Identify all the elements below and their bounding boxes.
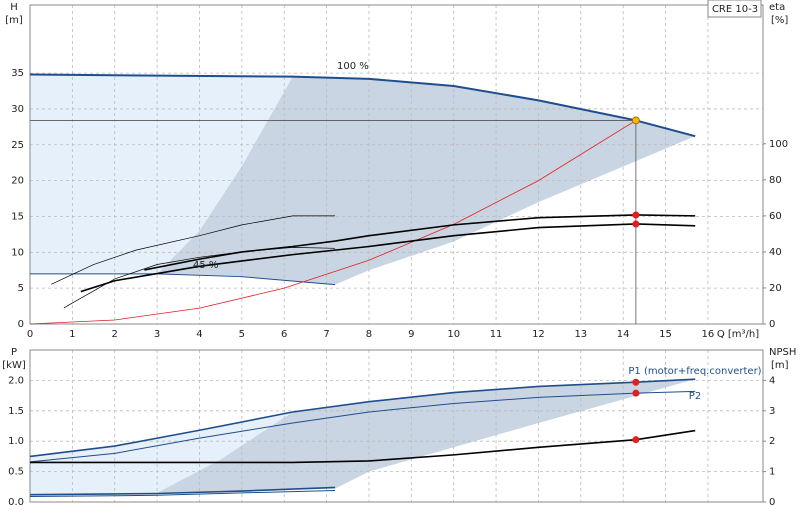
y-tick-label: 30: [11, 104, 24, 115]
x-tick-label: 5: [239, 329, 245, 340]
y2-axis-unit: [m]: [771, 360, 789, 371]
x-tick-label: 1: [69, 329, 75, 340]
x-tick-label: 0: [27, 329, 33, 340]
x-tick-label: 3: [154, 329, 160, 340]
curve: [51, 215, 336, 285]
curve: [63, 247, 336, 309]
operating-point: [631, 116, 640, 125]
y-tick-label: 25: [11, 140, 24, 151]
curve: [30, 273, 336, 286]
y-tick-label: 1.5: [8, 406, 24, 417]
y-axis-title: P: [11, 347, 17, 358]
x-tick-label: 10: [447, 329, 460, 340]
y-tick-label: 15: [11, 211, 24, 222]
y-tick-label: 1.0: [8, 436, 24, 447]
curve: [29, 378, 696, 458]
x-tick-label: 2: [112, 329, 118, 340]
operating-point: [632, 389, 640, 397]
operating-area: [30, 74, 293, 274]
curve: [29, 120, 637, 325]
curve: [80, 223, 696, 293]
y2-tick-label: 80: [769, 175, 782, 186]
operating-point: [632, 378, 640, 386]
x-tick-label: 14: [617, 329, 630, 340]
x-tick-label: 12: [532, 329, 545, 340]
model-name: CRE 10-3: [712, 4, 758, 15]
y2-tick-label: 3: [769, 406, 775, 417]
y-tick-label: 35: [11, 68, 24, 79]
curve: [29, 486, 336, 496]
x-tick-label: 4: [196, 329, 202, 340]
x-tick-label: 6: [281, 329, 287, 340]
operating-area: [30, 412, 293, 496]
y-tick-label: 5: [18, 283, 24, 294]
curve-label: P1 (motor+freq.converter): [628, 366, 761, 377]
x-tick-label: 11: [490, 329, 503, 340]
curve: [144, 214, 696, 271]
y2-tick-label: 0: [769, 497, 775, 508]
plot-frame: [29, 4, 764, 325]
y-axis-unit: [m]: [5, 15, 23, 26]
y-axis-title: H: [10, 2, 18, 13]
operating-area: [157, 379, 696, 493]
curve-label: P2: [689, 391, 701, 402]
y-tick-label: 0: [18, 319, 24, 330]
y2-axis-title: eta: [769, 2, 785, 13]
x-tick-label: 13: [574, 329, 587, 340]
y-tick-label: 2.0: [8, 375, 24, 386]
y2-tick-label: 4: [769, 375, 775, 386]
curve-label: 45 %: [193, 260, 218, 271]
y2-tick-label: 40: [769, 247, 782, 258]
curve: [29, 489, 336, 498]
model-box: [707, 0, 762, 18]
y2-tick-label: 100: [769, 139, 788, 150]
y2-tick-label: 60: [769, 211, 782, 222]
y2-tick-label: 1: [769, 467, 775, 478]
y-tick-label: 20: [11, 176, 24, 187]
y2-tick-label: 20: [769, 283, 782, 294]
y2-axis-title: NPSH: [769, 347, 796, 358]
x-tick-label: 15: [659, 329, 672, 340]
operating-point: [632, 436, 640, 444]
y-axis-unit: [kW]: [2, 360, 26, 371]
y2-tick-label: 2: [769, 436, 775, 447]
x-tick-label: 8: [366, 329, 372, 340]
curve: [29, 390, 696, 463]
plot-frame: [29, 349, 764, 503]
y-tick-label: 0.5: [8, 467, 24, 478]
operating-point: [632, 220, 640, 228]
x-axis-title: Q [m³/h]: [717, 329, 759, 340]
x-tick-label: 9: [408, 329, 414, 340]
operating-point: [632, 211, 640, 219]
curve-label: 100 %: [337, 61, 369, 72]
y-tick-label: 0.0: [8, 497, 24, 508]
y2-axis-unit: [%]: [771, 15, 788, 26]
x-tick-label: 16: [702, 329, 715, 340]
y-tick-label: 10: [11, 247, 24, 258]
x-tick-label: 7: [323, 329, 329, 340]
y2-tick-label: 0: [769, 319, 775, 330]
